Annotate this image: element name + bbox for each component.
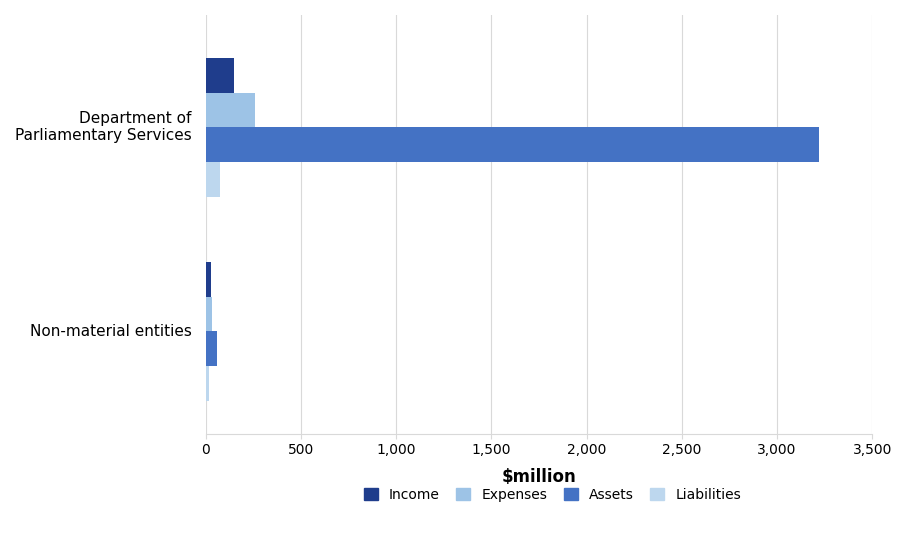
Bar [206, 162, 219, 197]
X-axis label: $million: $million [502, 468, 576, 487]
Bar [206, 262, 211, 297]
Bar [206, 93, 255, 127]
Bar [206, 127, 819, 162]
Bar [206, 332, 217, 366]
Bar [206, 58, 234, 93]
Bar [206, 366, 210, 401]
Legend: Income, Expenses, Assets, Liabilities: Income, Expenses, Assets, Liabilities [364, 488, 741, 502]
Bar [206, 297, 212, 332]
